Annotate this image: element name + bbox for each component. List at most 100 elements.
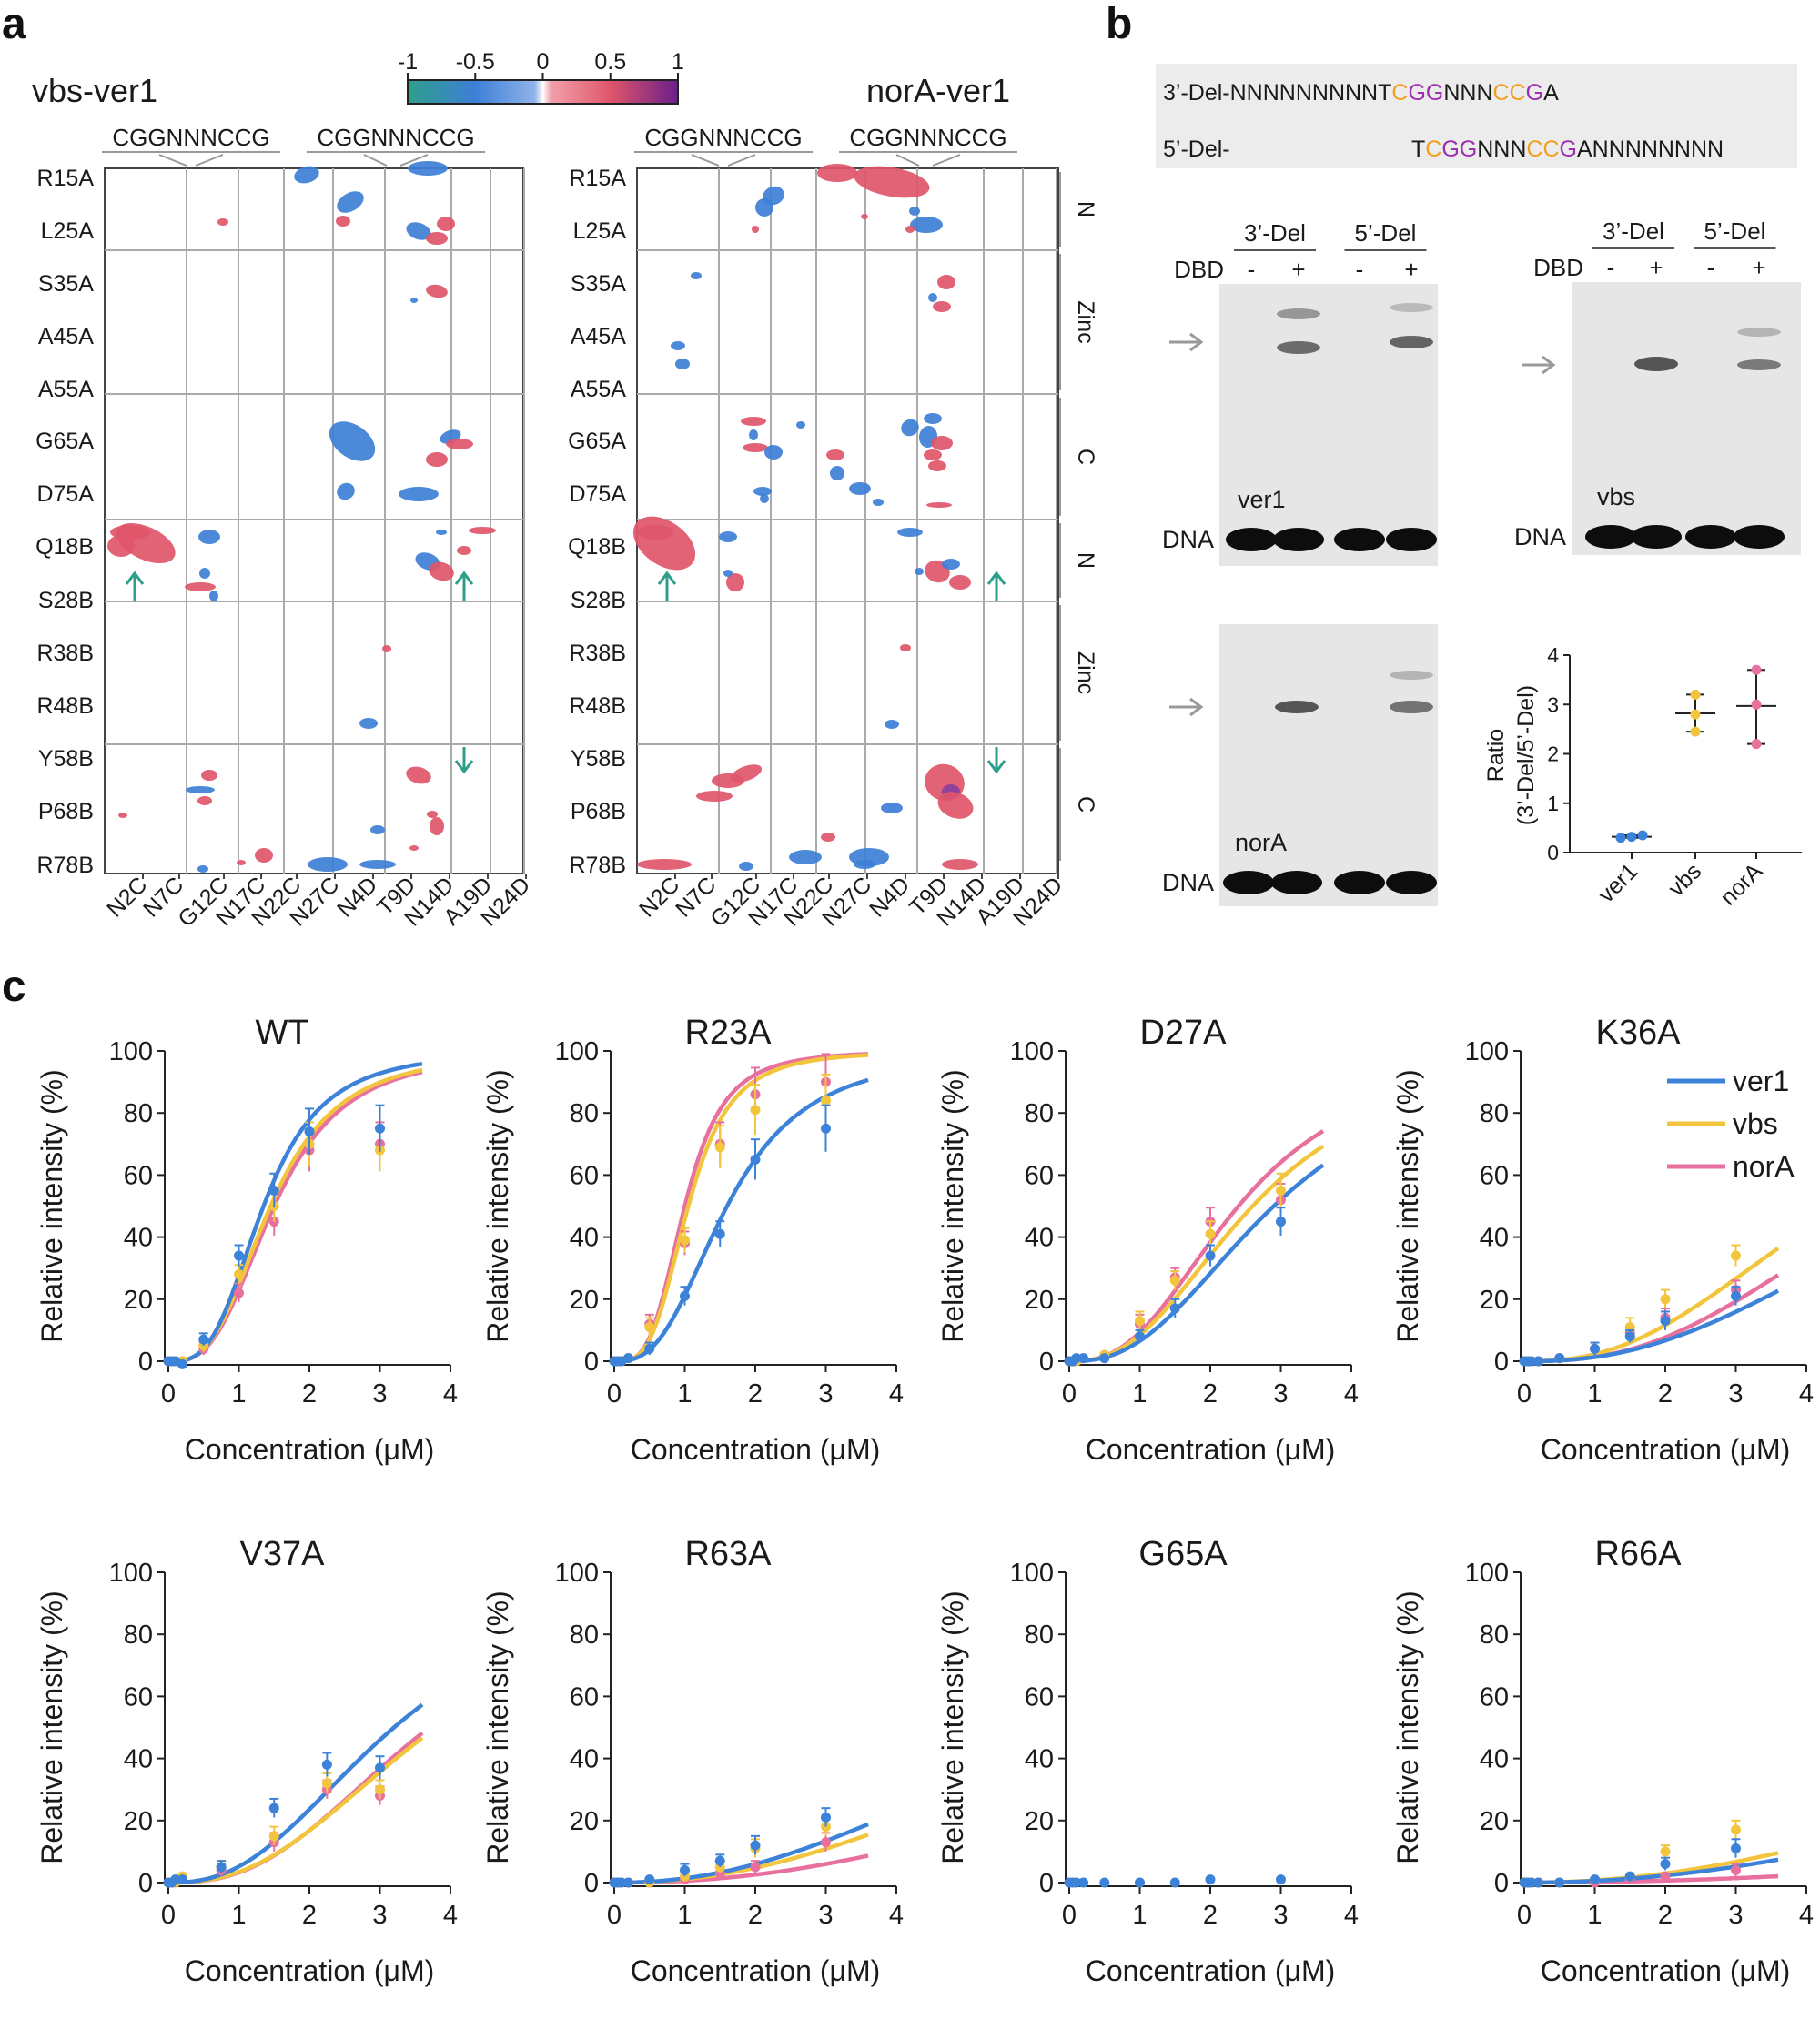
sequence-5del: TCGGNNNCCGANNNNNNNN (1411, 136, 1724, 162)
fit-curve-ver1 (1524, 1288, 1780, 1364)
contact-blob (924, 449, 942, 460)
data-point-ver1 (1099, 1877, 1110, 1888)
fit-curve-norA (168, 1069, 423, 1364)
contact-blob (753, 487, 772, 496)
contact-blob (749, 429, 758, 440)
gel-band (1390, 671, 1433, 680)
contact-blob (359, 860, 396, 869)
row-label: L25A (573, 218, 627, 244)
contact-blob (909, 207, 920, 216)
y-tick-label: 40 (124, 1745, 153, 1774)
contact-blob (359, 718, 378, 729)
contact-blob (255, 848, 273, 863)
ratio-point (1751, 699, 1762, 710)
contact-blob (928, 293, 937, 302)
contact-blob (637, 525, 673, 540)
map-title-left: vbs-ver1 (32, 72, 157, 109)
y-tick-label: 100 (1010, 1559, 1054, 1588)
colorbar (407, 79, 679, 105)
gel-label: vbs (1597, 483, 1635, 510)
data-point-vbs (1731, 1824, 1741, 1835)
y-tick-label: 0 (1494, 1869, 1509, 1898)
x-tick-label: 3 (1273, 1901, 1288, 1930)
data-point-norA (1660, 1871, 1671, 1882)
x-tick-label: 3 (1728, 1379, 1743, 1409)
row-label: P68B (38, 799, 94, 824)
y-axis-label: Relative intensity (%) (936, 1069, 969, 1343)
domain-label: C (1073, 449, 1098, 465)
x-tick-label: 0 (1062, 1901, 1077, 1930)
data-point-vbs (821, 1096, 831, 1106)
y-tick-label: 40 (1025, 1745, 1054, 1774)
data-point-vbs (1731, 1250, 1741, 1261)
contact-blob (337, 191, 364, 213)
ratio-y-tick-label: 2 (1547, 742, 1559, 766)
y-tick-label: 100 (1465, 1037, 1509, 1066)
contact-blob (632, 516, 696, 571)
ratio-point (1751, 664, 1762, 675)
panel-a-letter: a (2, 0, 26, 48)
ratio-plot: 0 1 2 3 4 Ratio (3’-Del/5’-Del) ver1 vbs norA (1483, 643, 1802, 911)
data-point-ver1 (234, 1250, 244, 1261)
colorbar-tick-label: -1 (398, 49, 418, 75)
y-tick-label: 60 (1480, 1682, 1509, 1712)
row-label: R15A (569, 166, 626, 191)
contact-blob (881, 803, 903, 813)
contact-blob (942, 559, 960, 570)
data-point-ver1 (177, 1358, 187, 1369)
contact-blob (924, 413, 942, 424)
annotation-arrowhead (657, 571, 677, 585)
domain-label: N (1073, 201, 1098, 217)
gel-label: norA (1235, 829, 1287, 856)
x-tick-label: 2 (1203, 1901, 1218, 1930)
dna-band (1685, 525, 1736, 549)
data-point-ver1 (616, 1877, 627, 1888)
y-tick-label: 40 (1025, 1224, 1054, 1253)
contact-blob (426, 452, 448, 467)
data-point-ver1 (1135, 1331, 1145, 1342)
binding-panel: 0 20 40 60 80 100 0 1 2 3 4 Concentration (μM) Relat… (481, 1014, 904, 1466)
contact-blob (873, 499, 884, 506)
data-point-ver1 (1731, 1290, 1741, 1301)
contact-blob (897, 528, 923, 537)
ratio-x-label: norA (1715, 858, 1767, 910)
lane-sign: - (1356, 256, 1364, 283)
motif-connector (195, 154, 224, 167)
data-point-ver1 (1660, 1859, 1671, 1870)
y-axis-label: Relative intensity (%) (35, 1069, 68, 1343)
lane-sign: + (1291, 256, 1305, 283)
data-point-ver1 (1276, 1217, 1286, 1227)
data-point-ver1 (644, 1343, 655, 1354)
annotation-arrowhead (454, 571, 474, 585)
lane-sign: - (1707, 254, 1715, 281)
data-point-ver1 (216, 1862, 227, 1873)
gel-label: ver1 (1238, 486, 1286, 513)
data-point-ver1 (1169, 1303, 1180, 1314)
motif-connector (932, 154, 961, 167)
seq2-gg: GG (1441, 136, 1477, 162)
sequence-3del: 3’-Del-NNNNNNNNNTCGGNNNCCGA (1163, 80, 1559, 106)
motif-label: CGGNNNCCG (112, 124, 269, 151)
x-tick-label: 0 (1517, 1901, 1532, 1930)
contact-blob (209, 591, 218, 601)
dna-band (1226, 528, 1277, 551)
contact-blob (854, 166, 930, 198)
contact-blob (237, 860, 246, 865)
row-label: G65A (35, 429, 94, 454)
lane-sign: - (1248, 256, 1256, 283)
y-tick-label: 80 (1480, 1621, 1509, 1650)
x-axis-label: Concentration (μM) (185, 1954, 435, 1987)
y-tick-label: 80 (1025, 1621, 1054, 1650)
fit-curve-vbs (1069, 1144, 1325, 1364)
data-point-ver1 (1135, 1877, 1145, 1888)
gel-header: 5’-Del (1704, 217, 1766, 245)
gel-header: 3’-Del (1244, 219, 1306, 247)
panel-title: G65A (1138, 1535, 1228, 1573)
row-label: R78B (36, 853, 94, 878)
binding-panel: 0 20 40 60 80 100 0 1 2 3 4 Concentration (μM) Relat… (936, 1014, 1359, 1466)
seq1-c: C (1391, 80, 1408, 106)
contact-blob (410, 298, 418, 303)
annotation-arrowhead (454, 760, 474, 774)
x-tick-label: 3 (372, 1379, 387, 1409)
